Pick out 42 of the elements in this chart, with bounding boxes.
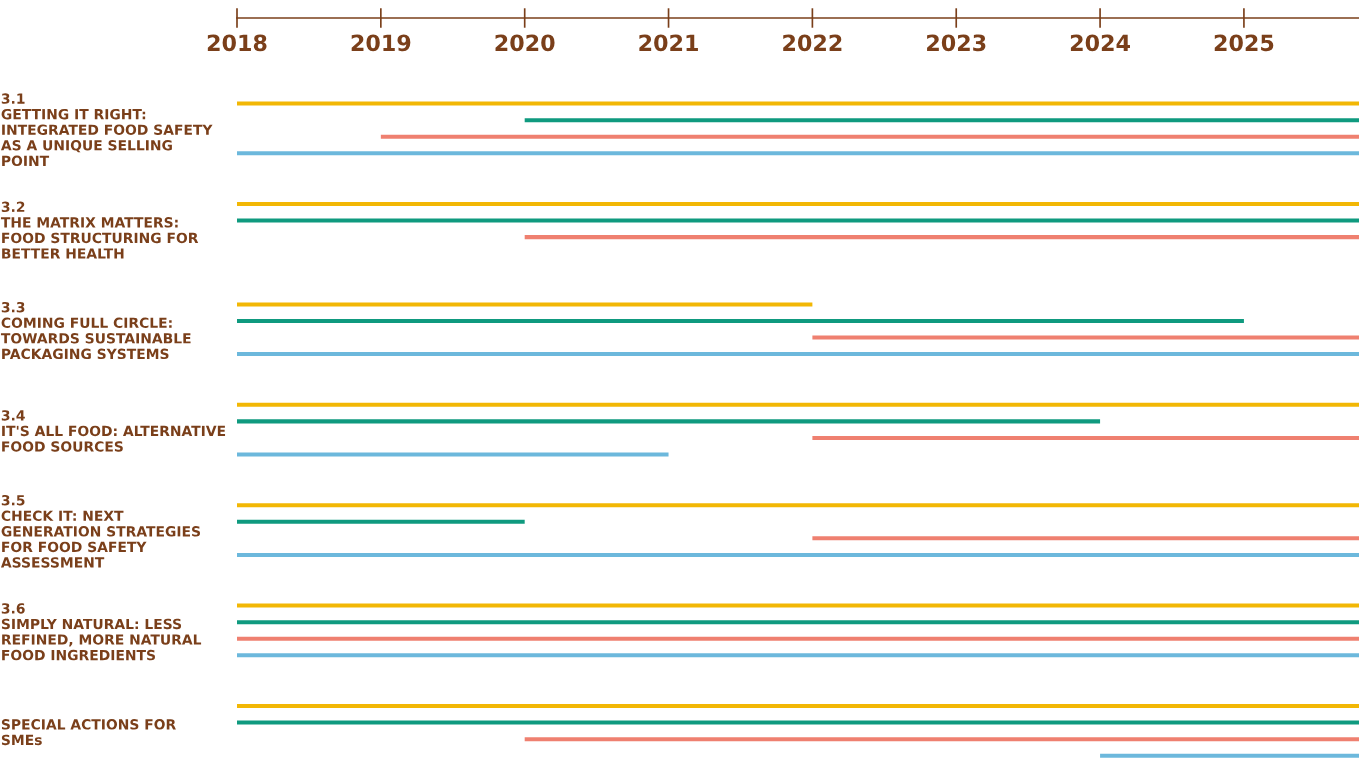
x-tick-label: 2018 xyxy=(207,34,267,52)
bar xyxy=(237,519,525,524)
bar xyxy=(237,201,1359,207)
x-tick-label: 2022 xyxy=(783,34,842,52)
bar xyxy=(524,118,1359,123)
bar xyxy=(237,318,1244,323)
bar xyxy=(237,653,1359,658)
bar xyxy=(237,101,1359,106)
bar xyxy=(812,335,1359,340)
bar xyxy=(237,419,1101,424)
bar xyxy=(524,737,1359,742)
x-tick-label: 2019 xyxy=(351,34,411,52)
y-tick-label: SPECIAL ACTIONS FOR SMEs xyxy=(1,719,176,746)
bar xyxy=(237,352,1359,357)
y-tick-label: 3.3 COMING FULL CIRCLE: TOWARDS SUSTAINABLE PACKAGING SYSTEMS xyxy=(0,301,191,360)
x-tick-label: 2023 xyxy=(927,34,986,52)
bar xyxy=(812,435,1359,440)
bar xyxy=(237,151,1359,156)
bar xyxy=(237,636,1359,641)
x-tick-label: 2025 xyxy=(1214,34,1274,52)
bar xyxy=(237,302,813,307)
y-tick-label: 3.2 THE MATRIX MATTERS: FOOD STRUCTURING FOR BETTER HEALTH xyxy=(0,201,199,259)
y-tick-label: 3.4 IT'S ALL FOOD: ALTERNATIVE FOOD SOURCES xyxy=(1,410,226,452)
bar xyxy=(237,552,1359,557)
bar xyxy=(237,603,1359,608)
bar xyxy=(812,536,1359,541)
bar xyxy=(1100,753,1359,758)
bar xyxy=(237,402,1359,407)
x-tick-label: 2024 xyxy=(1070,34,1130,52)
bar xyxy=(380,134,1359,139)
bar xyxy=(237,620,1359,625)
bar xyxy=(237,452,669,457)
bar xyxy=(237,218,1359,223)
y-tick-label: 3.6 SIMPLY NATURAL: LESS REFINED, MORE NATURAL FOOD INGREDIENTS xyxy=(1,603,202,661)
x-tick-label: 2020 xyxy=(495,34,555,52)
y-tick-label: 3.5 CHECK IT: NEXT GENERATION STRATEGIES FOR FOOD SAFETY ASSESSMENT xyxy=(0,494,201,568)
bar xyxy=(237,503,1359,508)
y-tick-label: 3.1 GETTING IT RIGHT: INTEGRATED FOOD SAFETY AS A UNIQUE SELLING POINT xyxy=(0,93,213,167)
x-tick-label: 2021 xyxy=(639,34,698,52)
bar xyxy=(524,235,1359,240)
bar xyxy=(237,704,1359,709)
bar xyxy=(237,720,1359,725)
